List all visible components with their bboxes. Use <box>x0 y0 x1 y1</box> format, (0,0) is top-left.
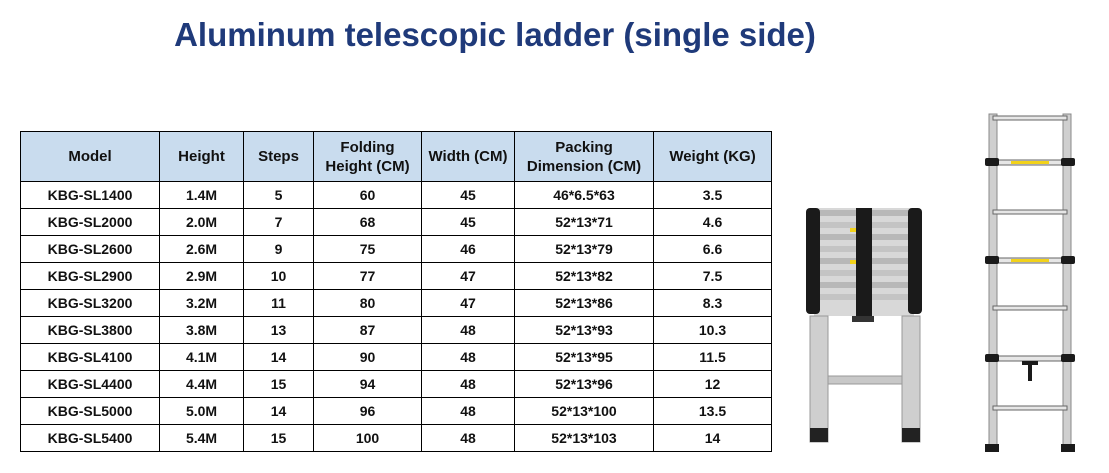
cell-steps: 11 <box>243 289 314 317</box>
header-steps: Steps <box>243 131 314 182</box>
header-height: Height <box>159 131 244 182</box>
cell-packing-dimension: 52*13*82 <box>514 262 654 290</box>
cell-width: 45 <box>421 181 515 209</box>
cell-packing-dimension: 52*13*100 <box>514 397 654 425</box>
table-row: KBG-SL4100 4.1M 14 90 48 52*13*95 11.5 <box>20 343 772 371</box>
cell-weight: 3.5 <box>653 181 772 209</box>
cell-weight: 6.6 <box>653 235 772 263</box>
cell-weight: 11.5 <box>653 343 772 371</box>
header-packing-line2: Dimension (CM) <box>526 157 642 175</box>
cell-folding-height: 100 <box>313 424 422 452</box>
cell-model: KBG-SL3200 <box>20 289 160 317</box>
cell-width: 47 <box>421 289 515 317</box>
cell-height: 5.0M <box>159 397 244 425</box>
cell-weight: 7.5 <box>653 262 772 290</box>
cell-folding-height: 90 <box>313 343 422 371</box>
cell-width: 48 <box>421 316 515 344</box>
spec-table: Model Height Steps Folding Height (CM) W… <box>20 131 772 452</box>
cell-width: 48 <box>421 370 515 398</box>
table-row: KBG-SL5000 5.0M 14 96 48 52*13*100 13.5 <box>20 397 772 425</box>
cell-steps: 15 <box>243 370 314 398</box>
header-model: Model <box>20 131 160 182</box>
cell-packing-dimension: 46*6.5*63 <box>514 181 654 209</box>
cell-weight: 10.3 <box>653 316 772 344</box>
table-row: KBG-SL2000 2.0M 7 68 45 52*13*71 4.6 <box>20 208 772 236</box>
cell-height: 2.6M <box>159 235 244 263</box>
cell-folding-height: 94 <box>313 370 422 398</box>
cell-height: 4.4M <box>159 370 244 398</box>
cell-width: 46 <box>421 235 515 263</box>
cell-packing-dimension: 52*13*103 <box>514 424 654 452</box>
cell-steps: 15 <box>243 424 314 452</box>
table-body: KBG-SL1400 1.4M 5 60 45 46*6.5*63 3.5 KBG-SL200… <box>20 181 772 452</box>
cell-steps: 9 <box>243 235 314 263</box>
cell-model: KBG-SL4100 <box>20 343 160 371</box>
cell-width: 45 <box>421 208 515 236</box>
cell-packing-dimension: 52*13*96 <box>514 370 654 398</box>
cell-folding-height: 60 <box>313 181 422 209</box>
cell-folding-height: 96 <box>313 397 422 425</box>
cell-height: 5.4M <box>159 424 244 452</box>
cell-folding-height: 87 <box>313 316 422 344</box>
table-row: KBG-SL1400 1.4M 5 60 45 46*6.5*63 3.5 <box>20 181 772 209</box>
cell-steps: 14 <box>243 397 314 425</box>
header-packing-line1: Packing <box>555 138 613 156</box>
cell-folding-height: 77 <box>313 262 422 290</box>
table-row: KBG-SL2900 2.9M 10 77 47 52*13*82 7.5 <box>20 262 772 290</box>
cell-packing-dimension: 52*13*71 <box>514 208 654 236</box>
cell-folding-height: 75 <box>313 235 422 263</box>
cell-height: 3.8M <box>159 316 244 344</box>
cell-weight: 13.5 <box>653 397 772 425</box>
table-row: KBG-SL5400 5.4M 15 100 48 52*13*103 14 <box>20 424 772 452</box>
header-folding-line1: Folding <box>340 138 395 156</box>
cell-steps: 7 <box>243 208 314 236</box>
table-row: KBG-SL3800 3.8M 13 87 48 52*13*93 10.3 <box>20 316 772 344</box>
cell-height: 1.4M <box>159 181 244 209</box>
cell-weight: 8.3 <box>653 289 772 317</box>
cell-height: 2.0M <box>159 208 244 236</box>
cell-width: 47 <box>421 262 515 290</box>
header-weight: Weight (KG) <box>653 131 772 182</box>
cell-height: 2.9M <box>159 262 244 290</box>
cell-model: KBG-SL2000 <box>20 208 160 236</box>
cell-width: 48 <box>421 424 515 452</box>
cell-weight: 12 <box>653 370 772 398</box>
cell-weight: 4.6 <box>653 208 772 236</box>
cell-folding-height: 68 <box>313 208 422 236</box>
cell-packing-dimension: 52*13*79 <box>514 235 654 263</box>
header-folding-line2: Height (CM) <box>325 157 410 175</box>
table-row: KBG-SL4400 4.4M 15 94 48 52*13*96 12 <box>20 370 772 398</box>
cell-model: KBG-SL5400 <box>20 424 160 452</box>
cell-weight: 14 <box>653 424 772 452</box>
cell-packing-dimension: 52*13*95 <box>514 343 654 371</box>
cell-folding-height: 80 <box>313 289 422 317</box>
cell-model: KBG-SL1400 <box>20 181 160 209</box>
header-packing-dimension: Packing Dimension (CM) <box>514 131 654 182</box>
cell-steps: 13 <box>243 316 314 344</box>
table-header-row: Model Height Steps Folding Height (CM) W… <box>20 131 772 182</box>
cell-packing-dimension: 52*13*86 <box>514 289 654 317</box>
header-folding-height: Folding Height (CM) <box>313 131 422 182</box>
extended-ladder-image <box>985 113 1075 452</box>
cell-model: KBG-SL4400 <box>20 370 160 398</box>
cell-model: KBG-SL2600 <box>20 235 160 263</box>
page-title: Aluminum telescopic ladder (single side) <box>174 16 816 53</box>
cell-height: 4.1M <box>159 343 244 371</box>
folded-ladder-image <box>806 208 922 443</box>
cell-height: 3.2M <box>159 289 244 317</box>
cell-width: 48 <box>421 397 515 425</box>
table-row: KBG-SL2600 2.6M 9 75 46 52*13*79 6.6 <box>20 235 772 263</box>
header-width: Width (CM) <box>421 131 515 182</box>
cell-model: KBG-SL2900 <box>20 262 160 290</box>
cell-packing-dimension: 52*13*93 <box>514 316 654 344</box>
cell-model: KBG-SL5000 <box>20 397 160 425</box>
cell-model: KBG-SL3800 <box>20 316 160 344</box>
table-row: KBG-SL3200 3.2M 11 80 47 52*13*86 8.3 <box>20 289 772 317</box>
cell-steps: 14 <box>243 343 314 371</box>
cell-steps: 10 <box>243 262 314 290</box>
cell-width: 48 <box>421 343 515 371</box>
cell-steps: 5 <box>243 181 314 209</box>
